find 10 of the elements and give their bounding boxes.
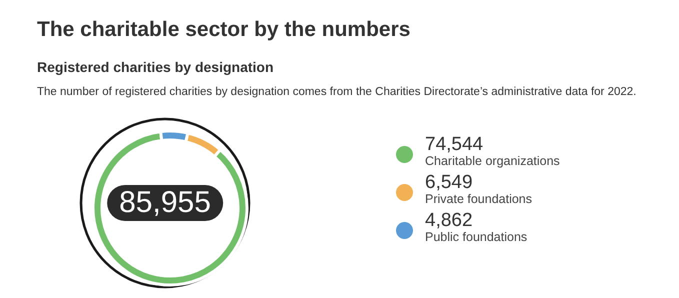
legend-label: Charitable organizations (425, 154, 560, 169)
legend-label: Public foundations (425, 230, 528, 245)
data-label: 6,549 (425, 172, 474, 193)
chart-title: The charitable sector by the numbers (37, 18, 410, 42)
data-label: 4,862 (425, 210, 474, 231)
data-label: 74,544 (425, 134, 484, 155)
chart-subtitle: Registered charities by designation (37, 59, 274, 75)
legend-label: Private foundations (425, 192, 532, 207)
text: 85,955 (107, 185, 223, 221)
text: The number of registered charities by designation comes from the Charities Directorate’s administrative data for 2022. (37, 86, 636, 98)
